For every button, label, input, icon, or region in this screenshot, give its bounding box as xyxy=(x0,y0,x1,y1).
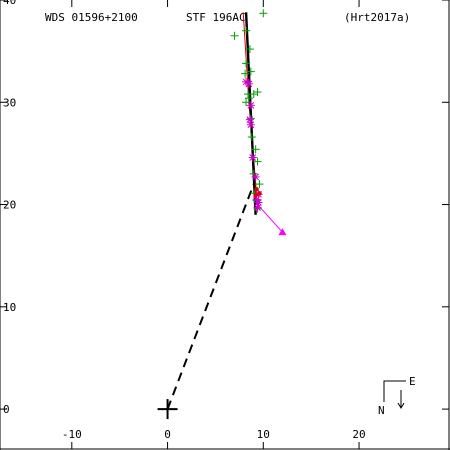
x-tick-label: 0 xyxy=(164,428,171,441)
star-marker-d2 xyxy=(249,154,257,161)
fit-line xyxy=(244,12,257,215)
plus-marker xyxy=(259,9,268,18)
dot-marker xyxy=(257,191,262,196)
plus-marker xyxy=(244,94,253,103)
x-tick-label: -10 xyxy=(62,428,82,441)
plus-marker xyxy=(249,90,258,99)
star-marker-d2 xyxy=(253,196,260,203)
plus-marker xyxy=(255,180,264,189)
y-tick-label: 0 xyxy=(3,403,10,416)
plus-marker xyxy=(251,145,260,154)
header-reference: (Hrt2017a) xyxy=(344,11,410,24)
latest-segment xyxy=(258,205,283,233)
dot-marker xyxy=(254,187,259,192)
plus-marker xyxy=(241,69,250,78)
dot-marker xyxy=(253,193,258,198)
latest-triangle xyxy=(278,228,287,236)
plus-marker xyxy=(246,67,255,76)
star-marker-d2 xyxy=(246,116,254,124)
star-marker xyxy=(254,198,263,207)
star-marker xyxy=(245,115,254,124)
projection-line xyxy=(166,183,255,410)
plus-marker xyxy=(245,45,254,54)
star-marker xyxy=(246,101,255,110)
x-tick-label: 20 xyxy=(352,428,365,441)
star-marker xyxy=(248,153,257,162)
x-tick-label: 10 xyxy=(257,428,270,441)
plus-marker xyxy=(253,157,262,166)
star-marker-d2 xyxy=(255,199,262,206)
star-marker xyxy=(253,203,262,212)
star-marker-d2 xyxy=(245,80,253,88)
plot-marks xyxy=(157,9,287,420)
star-marker-d2 xyxy=(242,78,250,86)
y-tick-label: 30 xyxy=(3,96,16,109)
star-marker xyxy=(246,120,255,129)
star-marker-d2 xyxy=(247,101,255,109)
compass-rose: E N xyxy=(378,375,416,417)
plus-marker xyxy=(253,88,262,97)
plus-marker xyxy=(230,31,239,40)
compass-motion-arrowhead xyxy=(397,402,405,409)
star-marker-d2 xyxy=(247,121,255,129)
plus-marker xyxy=(242,26,251,35)
header-system-name: STF 196AC xyxy=(186,11,246,24)
y-tick-label: 20 xyxy=(3,199,16,212)
star-marker xyxy=(244,79,253,88)
plus-marker xyxy=(242,59,251,68)
star-marker-d2 xyxy=(254,204,261,211)
compass-east-label: E xyxy=(409,375,416,388)
compass-north-label: N xyxy=(378,404,385,417)
plus-marker xyxy=(242,98,251,107)
star-marker xyxy=(251,172,260,181)
star-marker-d2 xyxy=(252,173,259,181)
y-tick-label: 40 xyxy=(3,0,16,7)
plus-marker xyxy=(247,133,256,142)
compass-east-arm xyxy=(383,380,406,402)
y-tick-label: 10 xyxy=(3,301,16,314)
header-wds-id: WDS 01596+2100 xyxy=(45,11,138,24)
